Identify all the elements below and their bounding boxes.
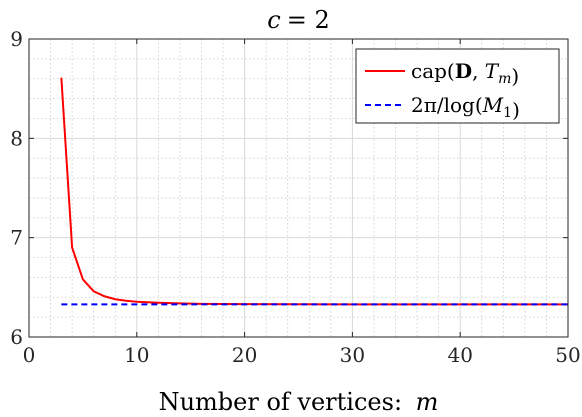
x-axis-label-var: m	[416, 388, 439, 416]
y-tick-label: 7	[10, 226, 23, 250]
y-tick-label: 6	[10, 325, 23, 349]
x-tick-label: 20	[232, 343, 257, 367]
x-tick-label: 0	[23, 343, 36, 367]
x-tick-label: 40	[447, 343, 472, 367]
y-tick-label: 9	[10, 27, 23, 51]
legend-label-sub: 1	[503, 105, 512, 121]
legend-label-part: )	[511, 64, 519, 88]
x-tick-label: 50	[555, 343, 580, 367]
x-axis-label-text: Number of vertices:	[159, 388, 410, 416]
minor-grid	[29, 39, 568, 337]
legend-label-part: )	[512, 98, 520, 122]
legend-label-var: M	[482, 93, 504, 117]
legend-box	[355, 48, 560, 124]
title-var: c	[267, 6, 280, 34]
legend-label-reference: 2π/log(M1)	[411, 93, 520, 122]
legend-label-sub: m	[498, 71, 511, 87]
legend-label-bold: D	[455, 59, 472, 83]
chart-title: c = 2	[267, 6, 329, 34]
legend-label-var: T	[485, 59, 500, 83]
legend-label-part: cap(	[411, 59, 455, 83]
title-rest: = 2	[287, 6, 330, 34]
legend-items: cap(D, Tm)2π/log(M1)	[365, 59, 520, 122]
legend-label-cap: cap(D, Tm)	[411, 59, 519, 88]
plot-frame	[28, 38, 569, 338]
x-tick-label: 10	[124, 343, 149, 367]
series-layer	[60, 77, 568, 306]
legend: cap(D, Tm)2π/log(M1)	[355, 48, 560, 124]
legend-label-part: 2π/log(	[411, 93, 483, 117]
y-tick-label: 8	[10, 126, 23, 150]
ticks	[28, 38, 569, 338]
x-tick-label: 30	[340, 343, 365, 367]
legend-label-part: ,	[472, 59, 485, 83]
x-axis-label: Number of vertices: m	[159, 388, 439, 416]
tick-labels: 0 10 20 30 40 50 6 7 8 9	[10, 27, 580, 367]
